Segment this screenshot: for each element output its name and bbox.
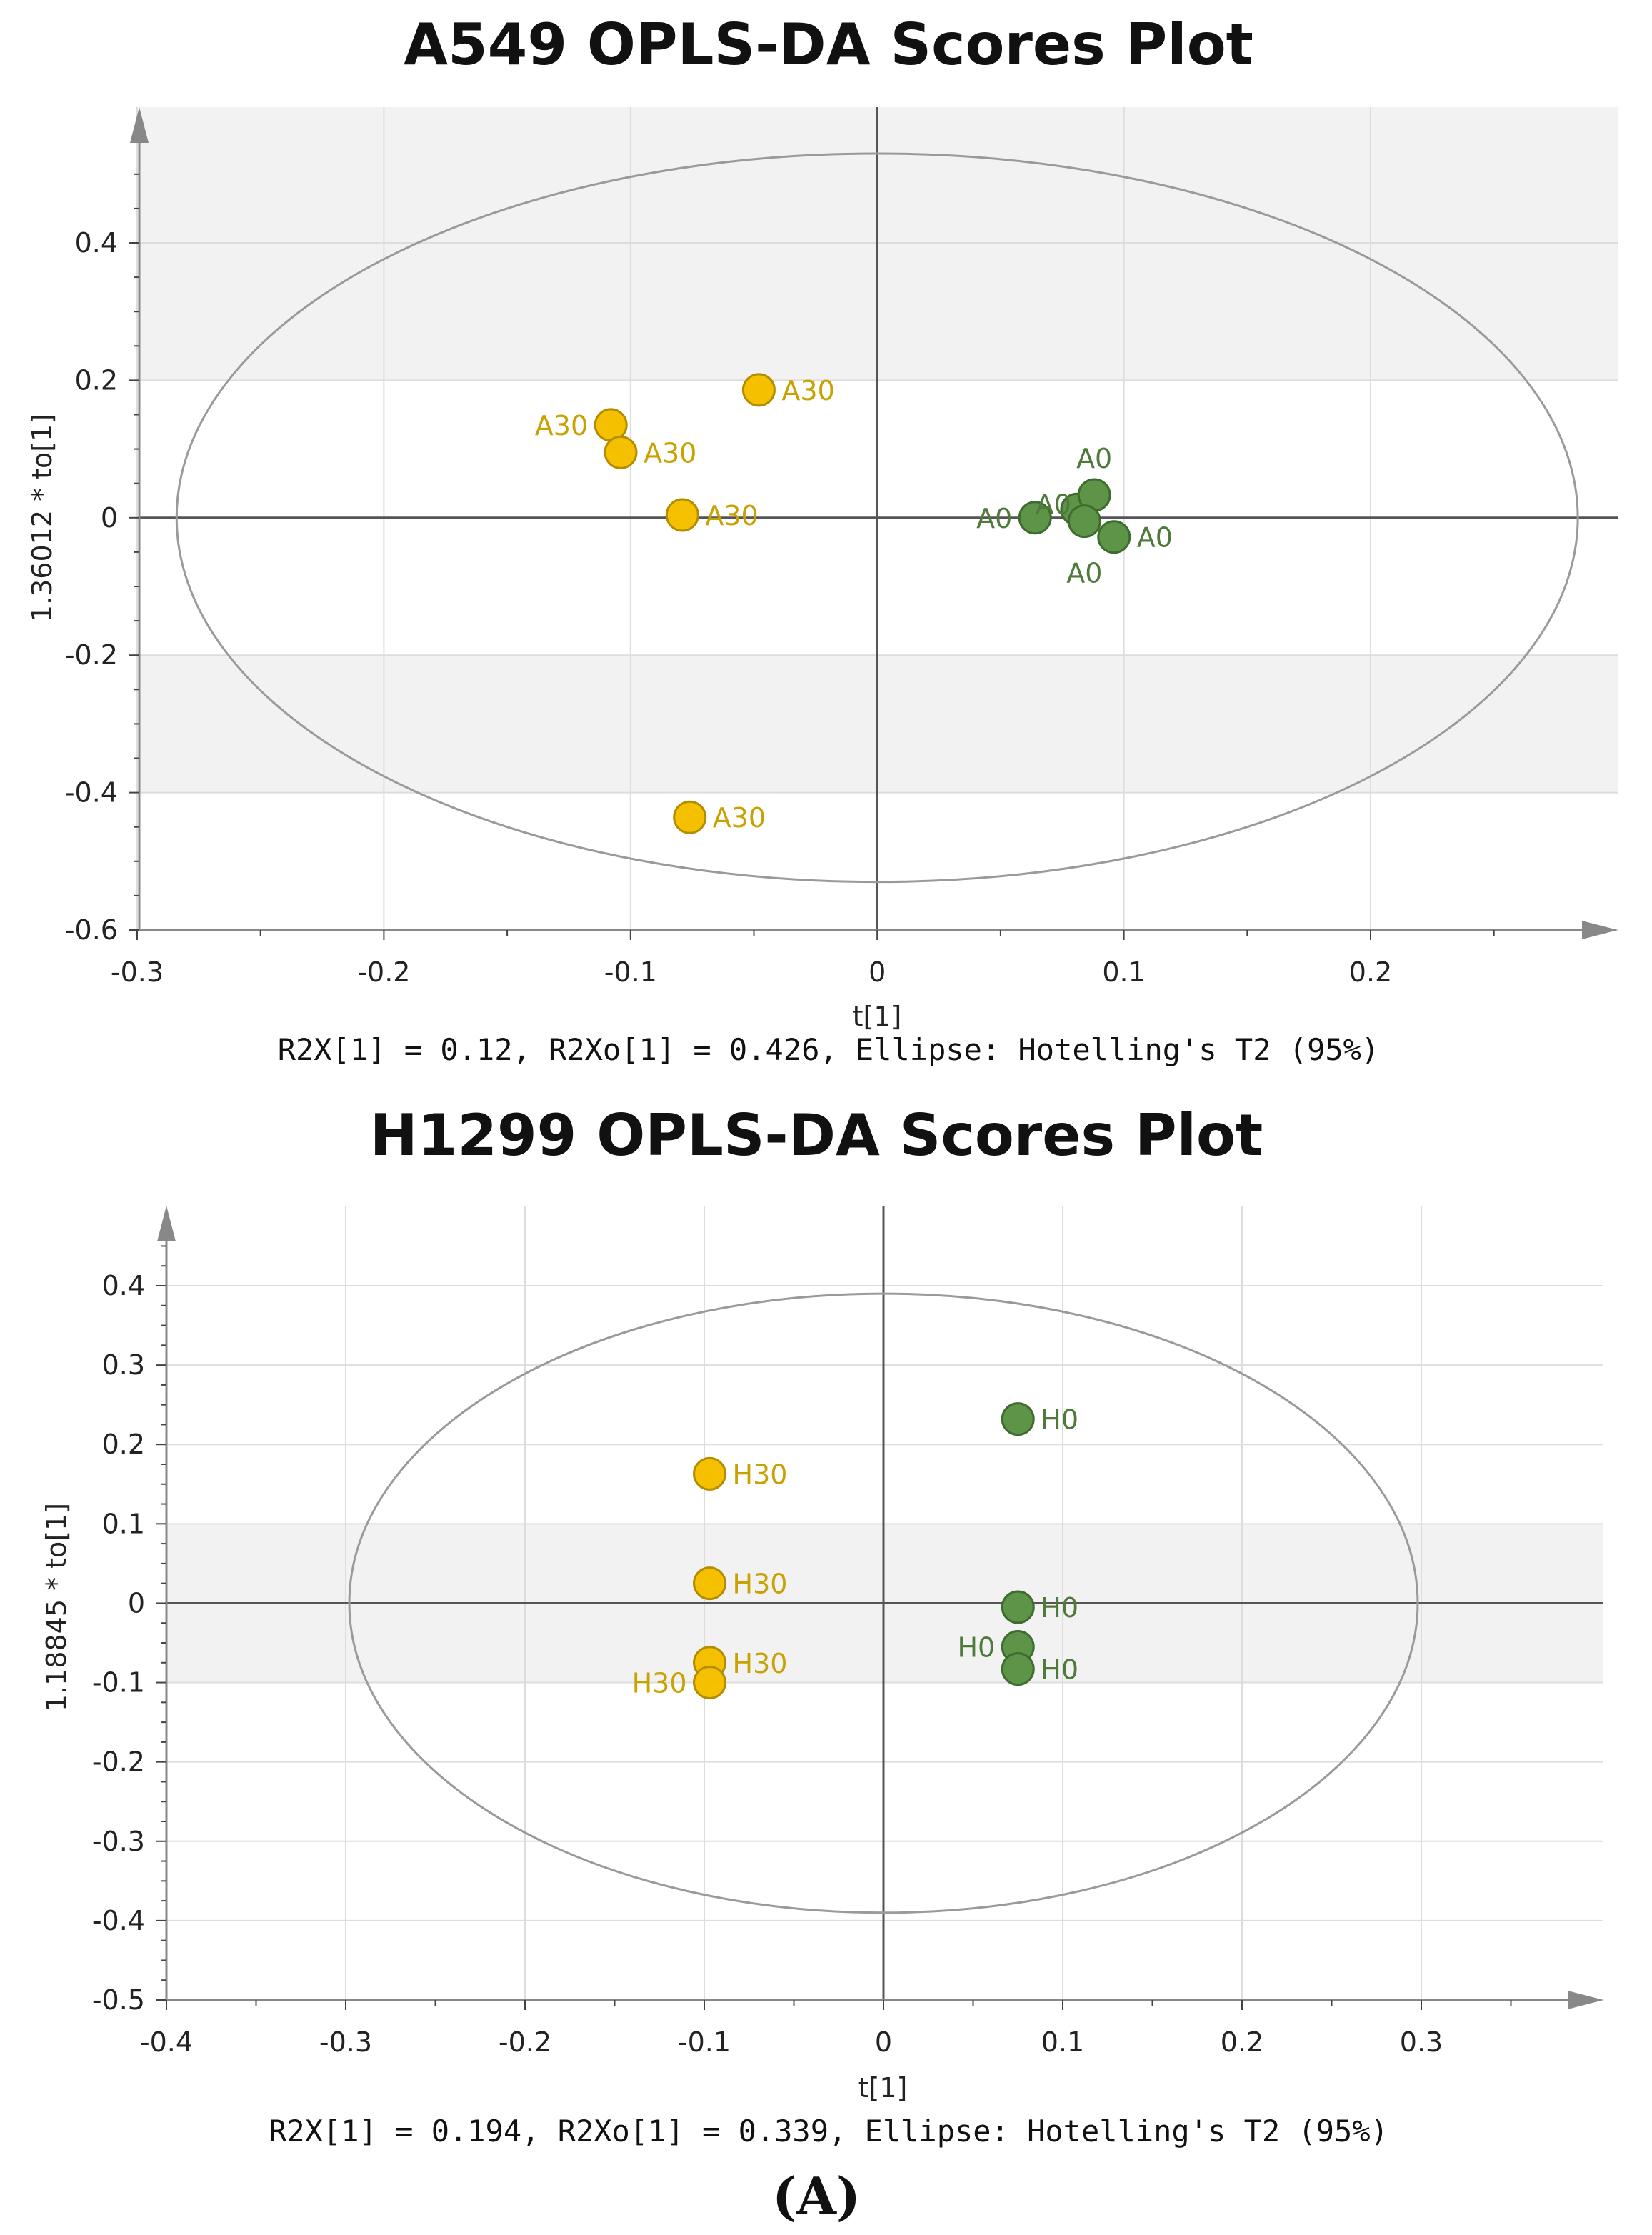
x-tick-label: 0.1 <box>1102 956 1145 988</box>
y-tick-label: 0.2 <box>102 1429 145 1460</box>
y-axis-label: 1.36012 * to[1] <box>26 414 58 622</box>
x-tick-label: -0.4 <box>140 2026 193 2058</box>
x-tick-label: -0.3 <box>111 956 164 988</box>
chart-a549: A549 OPLS-DA Scores Plot -0.6 -0.4 -0.2 0 0.… <box>26 11 1618 1067</box>
chart-title: A549 OPLS-DA Scores Plot <box>404 11 1253 78</box>
y-tick-label: 0 <box>101 502 118 534</box>
x-tick-label: 0.1 <box>1041 2026 1084 2058</box>
point-label: A0 <box>1036 489 1071 520</box>
point-label: H0 <box>1041 1404 1078 1436</box>
point-label: H30 <box>632 1668 687 1699</box>
x-axis-label: t[1] <box>858 2072 908 2104</box>
y-axis-arrow <box>157 1206 176 1241</box>
chart-footer: R2X[1] = 0.12, R2Xo[1] = 0.426, Ellipse:… <box>278 1032 1379 1067</box>
point-label: A0 <box>1076 443 1112 474</box>
x-tick-label: 0.2 <box>1349 956 1392 988</box>
point-label: A30 <box>705 500 758 531</box>
plot-area: -0.6 -0.4 -0.2 0 0.2 0.4 -0.3 -0.2 -0.1 0 0.1 0.2 A3… <box>65 107 1618 988</box>
x-tick-label: 0.2 <box>1221 2026 1263 2058</box>
y-tick-label: 0.4 <box>75 227 118 259</box>
data-point <box>693 1456 727 1491</box>
x-tick-label: -0.1 <box>604 956 657 988</box>
x-axis-arrow <box>1568 1991 1603 2009</box>
point-label: H30 <box>733 1648 788 1679</box>
data-point <box>741 373 776 407</box>
series-H0: H0 H0 H0 H0 <box>957 1402 1078 1686</box>
data-point <box>1097 520 1131 554</box>
point-label: A30 <box>781 375 834 406</box>
x-axis-arrow <box>1582 921 1618 939</box>
point-label: H0 <box>1041 1654 1078 1686</box>
x-tick-label: -0.2 <box>499 2026 551 2058</box>
x-tick-label: 0.3 <box>1400 2026 1443 2058</box>
gridlines <box>166 1206 1603 2001</box>
plot-area: -0.5 -0.4 -0.3 -0.2 -0.1 0 0.1 0.2 0.3 0.4 -0.4 -0.… <box>92 1206 1603 2058</box>
hotelling-ellipse <box>175 152 1579 884</box>
point-label: A30 <box>713 802 766 834</box>
data-point <box>1067 504 1101 539</box>
y-tick-label: -0.3 <box>92 1826 145 1857</box>
data-point <box>1001 1402 1035 1436</box>
axes <box>129 107 1618 940</box>
point-label: H0 <box>957 1632 995 1664</box>
y-tick-label: -0.4 <box>92 1905 145 1936</box>
y-tick-label: -0.6 <box>65 914 118 946</box>
panel-label: (A) <box>772 2166 861 2226</box>
data-point <box>693 1666 727 1700</box>
point-label: A30 <box>644 437 696 469</box>
data-point <box>665 498 699 532</box>
point-label: A0 <box>1066 558 1102 589</box>
data-point <box>1001 1652 1035 1686</box>
data-point <box>1001 1590 1035 1624</box>
y-tick-label: 0.2 <box>75 364 118 396</box>
data-point <box>693 1566 727 1601</box>
point-label: H30 <box>733 1569 788 1600</box>
x-tick-label: -0.2 <box>357 956 410 988</box>
point-label: A30 <box>535 410 588 441</box>
point-label: A0 <box>1137 522 1173 554</box>
y-tick-label: -0.5 <box>92 1984 145 2016</box>
y-tick-label: -0.4 <box>65 777 118 809</box>
chart-footer: R2X[1] = 0.194, R2Xo[1] = 0.339, Ellipse… <box>269 2114 1388 2149</box>
data-point <box>1018 501 1052 535</box>
x-tick-label: 0 <box>868 956 886 988</box>
point-label: H0 <box>1041 1592 1078 1624</box>
y-tick-label: 0.3 <box>102 1349 145 1381</box>
y-tick-label: 0 <box>128 1587 145 1619</box>
y-axis-arrow <box>130 107 149 143</box>
y-axis-label: 1.18845 * to[1] <box>41 1503 72 1711</box>
data-point <box>604 435 638 469</box>
series-H30: H30 H30 H30 H30 <box>632 1456 788 1700</box>
data-point <box>673 800 707 834</box>
y-tick-label: -0.2 <box>92 1746 145 1778</box>
x-tick-label: 0 <box>875 2026 892 2058</box>
point-label: H30 <box>733 1459 788 1490</box>
x-tick-label: -0.1 <box>678 2026 731 2058</box>
y-tick-label: -0.2 <box>65 639 118 671</box>
chart-h1299: H1299 OPLS-DA Scores Plot -0.5-0.4-0.3-0… <box>41 1102 1603 2149</box>
axes <box>156 1206 1603 2010</box>
x-tick-label: -0.3 <box>319 2026 372 2058</box>
x-axis-label: t[1] <box>853 1001 902 1032</box>
hotelling-ellipse <box>348 1292 1419 1914</box>
series-A30: A30 A30 A30 A30 A30 <box>535 373 835 834</box>
y-tick-label: 0.4 <box>102 1270 145 1301</box>
y-tick-label: 0.1 <box>102 1508 145 1539</box>
y-tick-label: -0.1 <box>92 1667 145 1699</box>
chart-title: H1299 OPLS-DA Scores Plot <box>370 1102 1263 1169</box>
point-label: A0 <box>976 503 1012 534</box>
